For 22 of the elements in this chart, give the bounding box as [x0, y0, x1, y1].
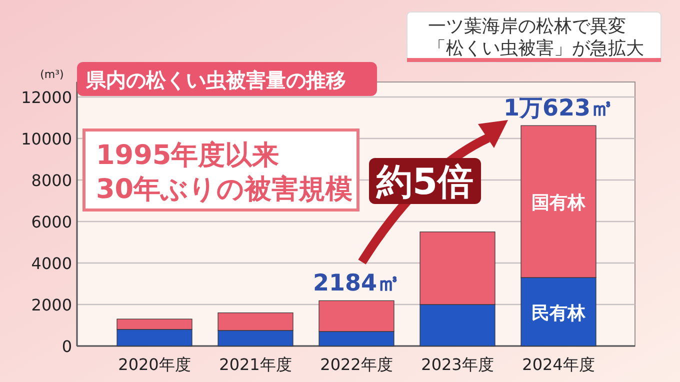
y-tick-label: 6000 — [31, 212, 72, 232]
y-tick-label: 12000 — [21, 88, 72, 107]
y-tick-label: 0 — [62, 337, 72, 356]
x-tick-label: 2020年度 — [118, 355, 191, 374]
series-label: 国有林 — [532, 192, 586, 214]
y-tick-label: 8000 — [31, 171, 72, 190]
annotation: 1995年度以来 30年ぶりの被害規模 — [96, 140, 353, 205]
x-tick-label: 2023年度 — [421, 355, 494, 374]
x-tick-label: 2024年度 — [522, 355, 595, 374]
total-label: 2184㎥ — [312, 270, 400, 297]
text: 「松くい虫被害」が急拡大 — [428, 38, 644, 59]
y-tick-label: 2000 — [31, 296, 72, 314]
total-label: 1万623㎥ — [503, 96, 614, 122]
chart-title: 県内の松くい虫被害量の推移 — [85, 68, 346, 92]
y-tick-label: 4000 — [31, 254, 72, 273]
x-tick-label: 2022年度 — [320, 355, 393, 374]
y-tick-label: 10000 — [21, 130, 72, 148]
series-label: 民有林 — [532, 302, 586, 324]
y-axis-title: (m³) — [40, 68, 64, 81]
text: 一ツ葉海岸の松林で異変 — [428, 16, 626, 37]
annotation: 約5倍 — [375, 162, 474, 203]
x-tick-label: 2021年度 — [219, 355, 292, 374]
